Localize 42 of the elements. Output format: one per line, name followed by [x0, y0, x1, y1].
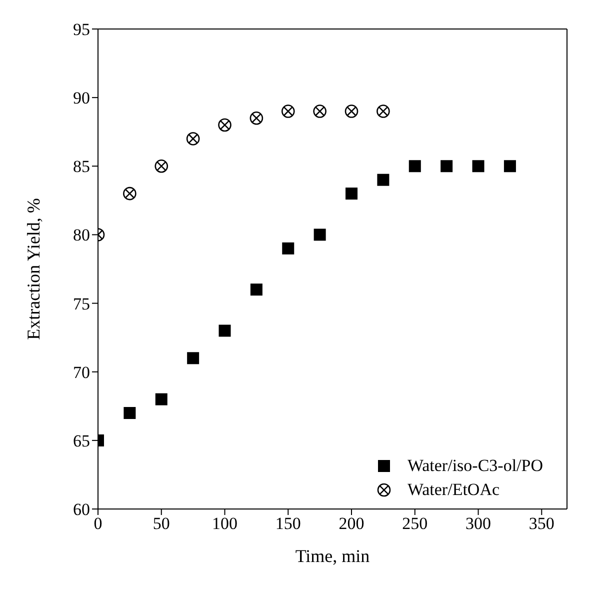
point — [155, 393, 168, 406]
point — [408, 160, 421, 172]
point — [218, 324, 231, 337]
point — [314, 228, 326, 241]
point — [250, 111, 264, 125]
point — [250, 284, 262, 296]
y-tick-label: 95 — [73, 20, 90, 40]
point — [504, 160, 516, 172]
x-tick-label: 250 — [402, 514, 428, 534]
x-tick-label: 0 — [94, 514, 102, 534]
point — [346, 188, 358, 200]
x-tick-label: 300 — [466, 514, 492, 534]
point — [124, 407, 136, 419]
point — [344, 104, 358, 118]
legend-label: Water/EtOAc — [407, 480, 500, 500]
y-tick-label: 60 — [73, 500, 90, 520]
x-tick-label: 50 — [152, 514, 170, 534]
point — [187, 352, 200, 364]
x-tick-label: 150 — [275, 514, 301, 534]
x-tick-label: 200 — [338, 514, 364, 534]
y-axis-title: Extraction Yield, % — [23, 198, 44, 340]
y-tick-label: 85 — [73, 157, 90, 176]
point — [123, 186, 136, 200]
x-tick-label: 350 — [528, 514, 554, 534]
legend-label: Water/iso-C3-ol/PO — [407, 456, 543, 476]
point — [281, 104, 295, 118]
point — [218, 118, 232, 132]
y-tick-label: 75 — [73, 294, 90, 314]
y-tick-label: 70 — [73, 362, 90, 382]
point — [154, 159, 168, 173]
y-tick-label: 90 — [73, 88, 90, 108]
y-tick-label: 80 — [73, 226, 90, 245]
y-tick-label: 65 — [73, 431, 90, 450]
point — [186, 132, 200, 146]
point — [313, 104, 326, 118]
point — [440, 160, 453, 172]
x-tick-label: 100 — [212, 514, 238, 534]
point — [376, 104, 390, 118]
x-axis-title: Time, min — [295, 546, 370, 566]
point — [377, 174, 390, 186]
point — [282, 242, 294, 254]
point — [472, 160, 484, 172]
